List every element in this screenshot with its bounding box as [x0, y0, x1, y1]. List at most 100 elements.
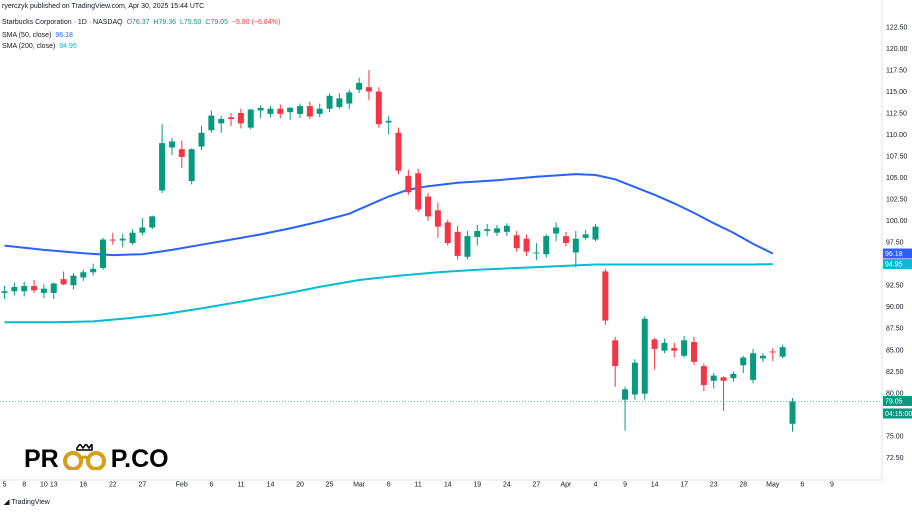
- x-tick-label: 27: [139, 482, 147, 489]
- y-tick-label: 97.50: [886, 240, 904, 247]
- candle-body: [277, 108, 284, 114]
- candle-body: [582, 234, 589, 238]
- candle-body: [523, 238, 530, 252]
- ma200-legend[interactable]: SMA (200, close) 94.95: [2, 43, 79, 50]
- candle-body: [543, 236, 550, 255]
- x-tick-label: 25: [326, 482, 334, 489]
- candle-body: [365, 87, 372, 92]
- candle-body: [444, 222, 451, 244]
- candle-body: [208, 115, 215, 131]
- candle-body: [415, 173, 422, 210]
- candle-body: [287, 107, 294, 113]
- y-tick-label: 112.50: [886, 111, 907, 118]
- y-tick-label: 72.50: [886, 455, 904, 462]
- y-tick-label: 90.00: [886, 304, 904, 311]
- sma50-line: [4, 173, 774, 257]
- x-tick-label: 6: [387, 482, 391, 489]
- price-label-bg: [883, 395, 912, 406]
- x-tick-label: 17: [680, 482, 688, 489]
- candle-body: [720, 377, 727, 381]
- candle-body: [40, 288, 47, 293]
- candle-body: [306, 106, 313, 117]
- y-tick-label: 105.00: [886, 175, 908, 182]
- x-tick-label: 13: [50, 482, 58, 489]
- price-label: 79.05: [885, 398, 903, 405]
- x-tick-label: 28: [739, 482, 747, 489]
- x-tick-label: 27: [533, 482, 541, 489]
- candle-body: [700, 366, 707, 386]
- candle-body: [681, 340, 688, 356]
- y-tick-label: 80.00: [886, 390, 904, 397]
- ma200-value: 94.95: [59, 43, 77, 50]
- y-tick-label: 107.50: [886, 154, 908, 161]
- x-tick-label: 24: [503, 482, 511, 489]
- x-tick-label: 9: [623, 482, 627, 489]
- candle-body: [237, 113, 244, 124]
- candle-body: [100, 239, 106, 268]
- candle-body: [592, 226, 599, 240]
- x-tick-label: May: [766, 482, 780, 489]
- symbol-legend[interactable]: Starbucks Corporation · 1D · NASDAQ O76.…: [2, 19, 282, 26]
- candle-body: [1, 291, 8, 293]
- y-tick-label: 117.50: [886, 67, 907, 74]
- y-tick-label: 120.00: [886, 46, 908, 53]
- candle-body: [740, 357, 747, 366]
- y-tick-label: 75.00: [886, 433, 904, 440]
- candle-body: [750, 353, 757, 380]
- watermark-logo: PR P.CO: [24, 441, 169, 474]
- candle-body: [789, 401, 796, 424]
- candle-body: [326, 95, 333, 109]
- candle-body: [168, 141, 175, 148]
- candle-body: [159, 143, 166, 191]
- price-label-bg: [883, 248, 912, 259]
- price-label: 94.95: [885, 262, 903, 269]
- candle-body: [70, 275, 77, 286]
- candle-body: [759, 355, 766, 359]
- candle-body: [188, 149, 195, 182]
- y-tick-label: 110.00: [886, 132, 907, 139]
- y-tick-label: 122.50: [886, 24, 908, 31]
- candle-body: [641, 318, 648, 394]
- y-tick-label: 87.50: [886, 326, 904, 333]
- y-tick-label: 92.50: [886, 283, 904, 290]
- ohlc-high: H79.36: [153, 19, 177, 26]
- y-tick-label: 82.50: [886, 369, 904, 376]
- ma50-legend[interactable]: SMA (50, close) 96.18: [2, 32, 75, 39]
- candle-body: [149, 216, 156, 228]
- candle-body: [425, 196, 432, 217]
- sma200-line: [4, 263, 773, 324]
- x-tick-label: 23: [710, 482, 718, 489]
- x-tick-label: Feb: [176, 482, 188, 489]
- x-tick-label: 16: [79, 482, 87, 489]
- ma200-label: SMA (200, close): [2, 43, 56, 50]
- candle-body: [178, 149, 185, 157]
- candle-body: [395, 132, 402, 171]
- candle-body: [405, 175, 412, 193]
- x-tick-label: 9: [830, 482, 834, 489]
- candle-body: [316, 108, 323, 114]
- tradingview-brand[interactable]: ◢ TradingView: [4, 498, 50, 506]
- x-tick-label: 14: [267, 482, 275, 489]
- price-label: 96.18: [885, 251, 903, 258]
- candle-body: [109, 239, 116, 241]
- candle-body: [533, 252, 540, 254]
- x-tick-label: 11: [237, 482, 244, 489]
- candle-body: [90, 268, 97, 273]
- ohlc-close: C79.05: [205, 19, 228, 26]
- candle-body: [612, 340, 619, 367]
- x-tick-label: 10: [40, 482, 48, 489]
- candle-body: [691, 342, 697, 362]
- ohlc-change: −5.80 (−6.84%): [231, 19, 281, 26]
- candle-body: [631, 362, 638, 395]
- candle-body: [464, 236, 471, 257]
- candle-body: [21, 286, 28, 292]
- candle-body: [730, 373, 737, 379]
- candle-body: [139, 227, 146, 233]
- price-label: 04:15:00: [885, 411, 912, 418]
- ma50-label: SMA (50, close): [2, 32, 52, 39]
- y-tick-label: 102.50: [886, 197, 908, 204]
- x-tick-label: 14: [444, 482, 452, 489]
- candle-body: [622, 389, 629, 400]
